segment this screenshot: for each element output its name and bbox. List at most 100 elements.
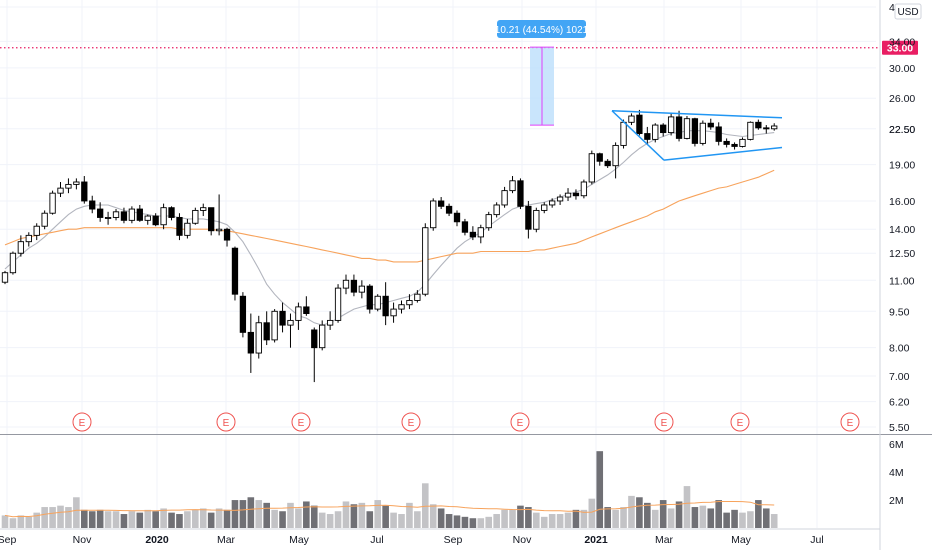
- candle-body: [699, 122, 706, 144]
- candle: [25, 232, 32, 247]
- candle-body: [763, 127, 770, 130]
- price-range-label: 10.21 (44.54%) 1021: [495, 25, 589, 36]
- candle: [541, 202, 548, 214]
- candle-body: [628, 115, 635, 123]
- volume-bar: [509, 509, 516, 528]
- volume-bar: [144, 509, 152, 528]
- volume-bar: [192, 509, 199, 528]
- candle: [430, 198, 437, 231]
- earnings-marker[interactable]: E: [72, 412, 92, 432]
- candle: [176, 213, 183, 241]
- candle: [755, 119, 762, 130]
- volume-tick-label: 6M: [889, 439, 904, 451]
- earnings-marker[interactable]: E: [730, 412, 750, 432]
- volume-bar: [453, 515, 461, 528]
- candle: [215, 194, 223, 236]
- candle-body: [461, 221, 469, 233]
- earnings-marker[interactable]: E: [654, 412, 674, 432]
- candle-body: [556, 196, 564, 202]
- volume-bar: [755, 500, 762, 528]
- earnings-marker-label: E: [661, 418, 668, 429]
- candle: [192, 207, 199, 225]
- candle: [136, 204, 143, 222]
- candle-body: [334, 287, 342, 321]
- volume-bar: [445, 514, 453, 528]
- earnings-marker[interactable]: E: [510, 412, 530, 432]
- volume-bar: [429, 504, 437, 528]
- candle: [691, 117, 699, 147]
- candle-body: [382, 295, 389, 317]
- volume-bar: [120, 514, 128, 528]
- candle-body: [65, 183, 72, 189]
- candle: [707, 118, 714, 130]
- triangle-upper-line[interactable]: [611, 110, 783, 119]
- earnings-marker[interactable]: E: [840, 412, 860, 432]
- candle-body: [9, 252, 17, 274]
- candle-body: [57, 187, 64, 194]
- candle-body: [176, 217, 183, 236]
- candle: [438, 197, 445, 210]
- candle-body: [319, 324, 326, 349]
- volume-bar: [33, 512, 41, 528]
- time-tick-label: Mar: [217, 534, 236, 546]
- volume-bar: [263, 502, 270, 528]
- candle: [57, 181, 64, 198]
- candle-body: [755, 121, 762, 129]
- volume-bar: [88, 511, 96, 528]
- volume-bar: [25, 516, 33, 528]
- candle-body: [691, 118, 699, 144]
- earnings-marker[interactable]: E: [291, 412, 311, 432]
- candle-body: [604, 160, 611, 167]
- volume-bar: [691, 507, 699, 528]
- earnings-marker[interactable]: E: [216, 412, 236, 432]
- volume-bar: [41, 507, 48, 528]
- volume-bar: [469, 518, 477, 528]
- candle-body: [326, 319, 334, 326]
- volume-bar: [382, 505, 389, 528]
- candle: [366, 284, 373, 314]
- candle-body: [707, 122, 714, 128]
- candle-body: [1, 272, 9, 283]
- earnings-marker[interactable]: E: [401, 412, 421, 432]
- volume-bar: [437, 508, 445, 528]
- candle: [9, 251, 17, 275]
- candle: [747, 121, 754, 141]
- candle: [763, 125, 770, 134]
- earnings-marker-label: E: [79, 418, 86, 429]
- currency-badge[interactable]: [894, 3, 922, 20]
- candle-body: [287, 319, 294, 326]
- candle-body: [295, 306, 302, 321]
- volume-bar: [326, 514, 334, 528]
- candle-body: [358, 285, 365, 293]
- candle: [144, 214, 151, 225]
- candle: [390, 302, 397, 323]
- price-tick-label: 11.00: [889, 275, 915, 287]
- candle: [588, 150, 595, 185]
- candle: [699, 120, 706, 146]
- candle: [636, 109, 643, 136]
- volume-bar: [303, 501, 310, 528]
- candle: [160, 203, 167, 230]
- candle-body: [636, 114, 643, 134]
- candle: [168, 206, 175, 221]
- volume-bar: [160, 508, 167, 528]
- candle-body: [731, 143, 738, 147]
- triangle-left-line[interactable]: [611, 110, 665, 161]
- price-tick-label: 22.50: [889, 124, 915, 136]
- candle: [533, 207, 540, 233]
- volume-bar: [295, 508, 302, 528]
- candle: [374, 294, 381, 312]
- drawings-group[interactable]: 33.00 10.21 (44.54%) 1021 E E E E E E E E: [0, 20, 918, 432]
- candle-body: [49, 192, 56, 214]
- candle: [667, 113, 675, 136]
- candle-body: [17, 241, 25, 254]
- candle: [41, 210, 48, 230]
- volume-bar: [17, 515, 25, 528]
- candle: [271, 309, 278, 343]
- candle: [461, 218, 469, 236]
- volume-bar: [556, 514, 564, 528]
- volume-bar: [318, 512, 326, 528]
- earnings-marker-label: E: [298, 418, 305, 429]
- triangle-lower-line[interactable]: [663, 146, 783, 161]
